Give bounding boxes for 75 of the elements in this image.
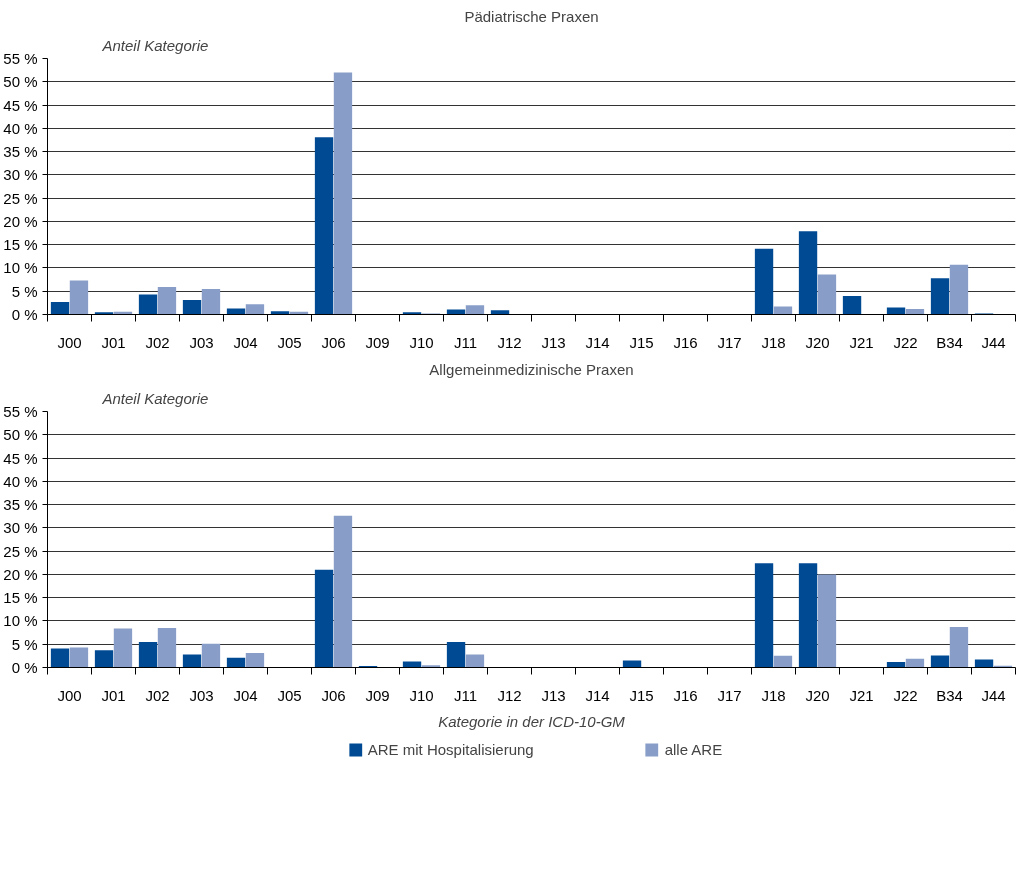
x-axis-title: Kategorie in der ICD-10-GM [438, 712, 626, 730]
x-tick-label: J02 [145, 686, 170, 704]
legend-label: ARE mit Hospitalisierung [367, 740, 534, 758]
y-tick-label: 45 % [3, 96, 38, 114]
x-tick-label: J10 [409, 333, 434, 351]
y-tick-label: 35 % [3, 143, 38, 161]
x-tick-label: J00 [57, 333, 82, 351]
y-tick-label: 15 % [3, 236, 38, 254]
x-tick-label: J00 [57, 686, 82, 704]
x-tick-label: J20 [805, 333, 830, 351]
y-tick-label: 40 % [3, 472, 38, 490]
y-tick-label: 5 % [11, 635, 38, 653]
x-tick-label: J09 [365, 686, 390, 704]
x-tick-label: J05 [277, 333, 302, 351]
x-tick-label: J16 [673, 333, 698, 351]
x-tick-label: J20 [805, 686, 830, 704]
x-tick-label: B34 [936, 333, 963, 351]
x-tick-label: J17 [717, 686, 742, 704]
x-tick-label: J21 [849, 686, 874, 704]
y-axis-title: Anteil Kategorie [101, 36, 209, 54]
y-axis-title: Anteil Kategorie [101, 389, 209, 407]
x-tick-label: J01 [101, 686, 126, 704]
y-tick-label: 25 % [3, 542, 38, 560]
x-tick-label: J05 [277, 686, 302, 704]
x-tick-label: J18 [761, 333, 786, 351]
y-tick-label: 45 % [3, 449, 38, 467]
y-tick-label: 20 % [3, 565, 38, 583]
x-tick-label: J10 [409, 686, 434, 704]
x-tick-label: J06 [321, 333, 346, 351]
x-tick-label: J22 [893, 686, 918, 704]
x-tick-label: J04 [233, 333, 258, 351]
legend-label: alle ARE [664, 740, 723, 758]
y-tick-label: 0 % [11, 659, 38, 676]
chart-title: Allgemeinmedizinische Praxen [429, 360, 634, 378]
chart-title: Pädiatrische Praxen [464, 7, 599, 25]
x-tick-label: J03 [189, 333, 214, 351]
y-tick-label: 10 % [3, 612, 38, 630]
y-tick-label: 10 % [3, 259, 38, 277]
y-tick-label: 0 % [11, 306, 38, 323]
y-tick-label: 50 % [3, 73, 38, 91]
y-tick-label: 30 % [3, 519, 38, 537]
x-tick-label: J44 [981, 686, 1006, 704]
x-tick-label: J09 [365, 333, 390, 351]
y-tick-label: 15 % [3, 589, 38, 607]
x-tick-label: J11 [453, 686, 478, 704]
x-tick-label: J12 [497, 333, 522, 351]
x-tick-label: J04 [233, 686, 258, 704]
x-tick-label: J13 [541, 686, 566, 704]
y-tick-label: 35 % [3, 496, 38, 514]
x-tick-label: J14 [585, 686, 610, 704]
y-tick-label: 55 % [3, 403, 38, 420]
x-tick-label: J18 [761, 686, 786, 704]
x-tick-label: J14 [585, 333, 610, 351]
x-tick-label: J13 [541, 333, 566, 351]
x-tick-label: J17 [717, 333, 742, 351]
y-tick-label: 55 % [3, 50, 38, 67]
y-tick-label: 25 % [3, 189, 38, 207]
y-tick-label: 50 % [3, 426, 38, 444]
x-tick-label: J11 [453, 333, 478, 351]
y-tick-label: 5 % [11, 282, 38, 300]
x-tick-label: J01 [101, 333, 126, 351]
x-tick-label: J03 [189, 686, 214, 704]
x-tick-label: J12 [497, 686, 522, 704]
x-tick-label: B34 [936, 686, 963, 704]
y-tick-label: 30 % [3, 166, 38, 184]
x-tick-label: J06 [321, 686, 346, 704]
y-tick-label: 40 % [3, 119, 38, 137]
x-tick-label: J44 [981, 333, 1006, 351]
x-tick-label: J15 [629, 686, 654, 704]
x-tick-label: J21 [849, 333, 874, 351]
x-tick-label: J22 [893, 333, 918, 351]
x-tick-label: J15 [629, 333, 654, 351]
x-tick-label: J02 [145, 333, 170, 351]
y-tick-label: 20 % [3, 212, 38, 230]
x-tick-label: J16 [673, 686, 698, 704]
